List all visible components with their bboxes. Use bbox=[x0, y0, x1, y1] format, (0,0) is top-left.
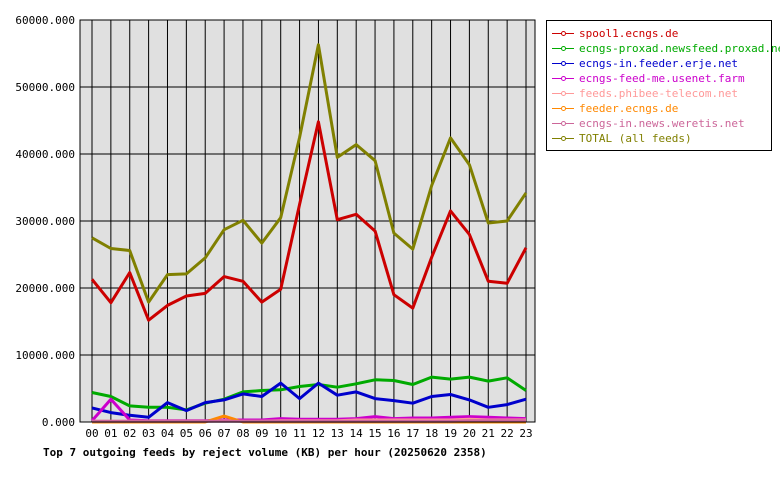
legend-swatch bbox=[551, 118, 575, 129]
series-line bbox=[91, 381, 527, 419]
legend-label: TOTAL (all feeds) bbox=[579, 132, 692, 145]
y-tick-label: 40000.000 bbox=[15, 148, 75, 161]
series-line bbox=[92, 419, 526, 423]
legend-item: feeds.phibee-telecom.net bbox=[551, 86, 771, 101]
y-axis-ticks: 0.000 10000.000 20000.000 30000.000 40000.00… bbox=[15, 14, 75, 429]
legend-swatch bbox=[551, 103, 575, 114]
x-tick-label: 12 bbox=[312, 427, 325, 440]
x-tick-label: 23 bbox=[519, 427, 532, 440]
legend-label: ecngs-in.news.weretis.net bbox=[579, 117, 745, 130]
grid-lines bbox=[80, 19, 535, 423]
x-tick-label: 15 bbox=[368, 427, 381, 440]
x-tick-label: 09 bbox=[255, 427, 268, 440]
y-tick-label: 10000.000 bbox=[15, 349, 75, 362]
x-axis-ticks: 00 01 02 03 04 05 06 07 08 09 10 11 12 13 14 15 16 17 18 19… bbox=[85, 427, 532, 440]
x-tick-label: 11 bbox=[293, 427, 306, 440]
series-lines bbox=[90, 43, 528, 424]
legend-swatch bbox=[551, 28, 575, 39]
x-tick-label: 01 bbox=[104, 427, 117, 440]
x-tick-label: 14 bbox=[350, 427, 364, 440]
chart-caption: Top 7 outgoing feeds by reject volume (K… bbox=[43, 446, 487, 459]
x-tick-label: 19 bbox=[444, 427, 457, 440]
legend: spool1.ecngs.de ecngs-proxad.newsfeed.pro… bbox=[546, 20, 780, 151]
legend-swatch bbox=[551, 58, 575, 69]
x-tick-label: 17 bbox=[406, 427, 419, 440]
series-line bbox=[91, 43, 528, 304]
legend-swatch bbox=[551, 43, 575, 54]
x-tick-label: 03 bbox=[142, 427, 155, 440]
x-tick-label: 06 bbox=[199, 427, 212, 440]
x-tick-label: 21 bbox=[482, 427, 495, 440]
x-tick-label: 07 bbox=[217, 427, 230, 440]
x-tick-label: 02 bbox=[123, 427, 136, 440]
legend-item: feeder.ecngs.de bbox=[551, 101, 771, 116]
legend-label: ecngs-feed-me.usenet.farm bbox=[579, 72, 745, 85]
y-tick-label: 60000.000 bbox=[15, 14, 75, 27]
x-tick-label: 10 bbox=[274, 427, 287, 440]
x-tick-label: 13 bbox=[331, 427, 344, 440]
series-line bbox=[91, 375, 527, 412]
legend-label: ecngs-proxad.newsfeed.proxad.net bbox=[579, 42, 780, 55]
x-tick-label: 20 bbox=[463, 427, 476, 440]
legend-item: ecngs-in.feeder.erje.net bbox=[551, 56, 771, 71]
y-tick-label: 0.000 bbox=[42, 416, 75, 429]
legend-item: ecngs-proxad.newsfeed.proxad.net bbox=[551, 41, 780, 56]
legend-label: feeds.phibee-telecom.net bbox=[579, 87, 738, 100]
y-tick-label: 20000.000 bbox=[15, 282, 75, 295]
y-tick-label: 50000.000 bbox=[15, 81, 75, 94]
x-tick-label: 16 bbox=[387, 427, 400, 440]
legend-swatch bbox=[551, 133, 575, 144]
plot-frame bbox=[79, 19, 536, 423]
legend-item: ecngs-feed-me.usenet.farm bbox=[551, 71, 771, 86]
x-tick-label: 04 bbox=[161, 427, 175, 440]
legend-label: spool1.ecngs.de bbox=[579, 27, 679, 40]
x-tick-label: 22 bbox=[501, 427, 514, 440]
legend-item: TOTAL (all feeds) bbox=[551, 131, 771, 146]
x-tick-label: 08 bbox=[236, 427, 249, 440]
legend-swatch bbox=[551, 88, 575, 99]
legend-label: feeder.ecngs.de bbox=[579, 102, 679, 115]
legend-item: spool1.ecngs.de bbox=[551, 26, 771, 41]
x-tick-label: 00 bbox=[85, 427, 98, 440]
legend-label: ecngs-in.feeder.erje.net bbox=[579, 57, 738, 70]
legend-swatch bbox=[551, 73, 575, 84]
series-line bbox=[90, 120, 528, 322]
y-tick-label: 30000.000 bbox=[15, 215, 75, 228]
x-tick-label: 18 bbox=[425, 427, 438, 440]
x-tick-label: 05 bbox=[180, 427, 193, 440]
legend-item: ecngs-in.news.weretis.net bbox=[551, 116, 771, 131]
